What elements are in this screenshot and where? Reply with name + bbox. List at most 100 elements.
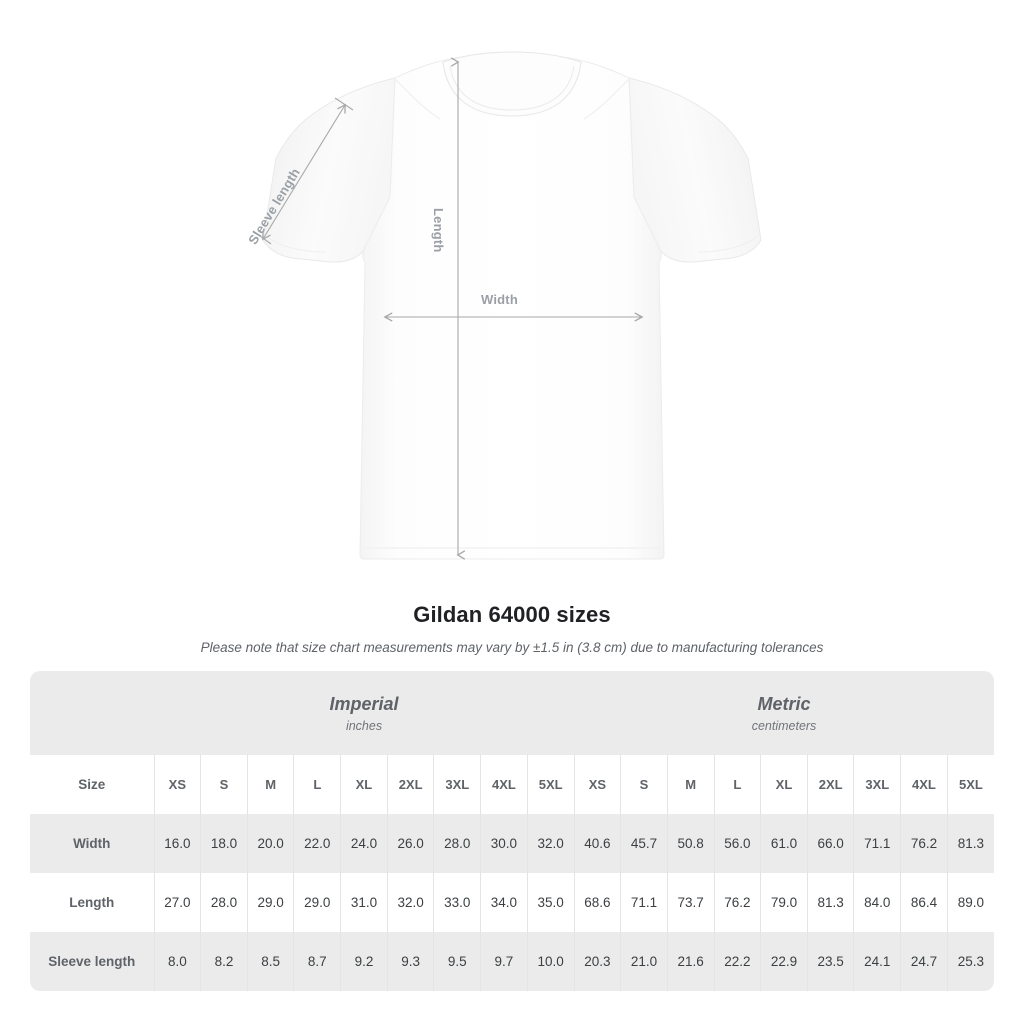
col-header-imperial-3xl: 3XL — [433, 755, 482, 814]
sleeve-metric-4xl: 24.7 — [900, 932, 948, 991]
size-chart-table-wrapper: Imperial inches Metric centimeters Size … — [30, 671, 994, 991]
sleeve-metric-l: 22.2 — [713, 932, 762, 991]
row-label-width: Width — [30, 814, 154, 873]
length-imperial-4xl: 34.0 — [480, 873, 528, 932]
width-imperial-3xl: 28.0 — [433, 814, 482, 873]
unit-group-row: Imperial inches Metric centimeters — [30, 671, 994, 755]
right-sleeve — [628, 77, 762, 263]
width-imperial-xs: 16.0 — [153, 814, 202, 873]
col-header-metric-l: L — [713, 755, 762, 814]
sleeve-metric-xl: 22.9 — [760, 932, 808, 991]
width-metric-2xl: 66.0 — [806, 814, 855, 873]
col-header-imperial-4xl: 4XL — [480, 755, 528, 814]
sleeve-metric-m: 21.6 — [666, 932, 715, 991]
col-header-imperial-2xl: 2XL — [386, 755, 435, 814]
garment-diagram: Sleeve length Length Width — [245, 51, 762, 560]
sleeve-imperial-3xl: 9.5 — [433, 932, 482, 991]
col-header-metric-xl: XL — [760, 755, 808, 814]
sleeve-imperial-2xl: 9.3 — [386, 932, 435, 991]
width-metric-xs: 40.6 — [573, 814, 622, 873]
length-metric-5xl: 89.0 — [946, 873, 994, 932]
table-row-length: Length 27.0 28.0 29.0 29.0 31.0 32.0 33.… — [30, 873, 994, 932]
sleeve-imperial-5xl: 10.0 — [526, 932, 575, 991]
tolerance-note: Please note that size chart measurements… — [200, 640, 824, 655]
width-metric-l: 56.0 — [713, 814, 762, 873]
sleeve-metric-xs: 20.3 — [573, 932, 622, 991]
width-imperial-m: 20.0 — [246, 814, 295, 873]
length-metric-4xl: 86.4 — [900, 873, 948, 932]
right-sleeve-hem — [697, 235, 759, 253]
width-metric-m: 50.8 — [666, 814, 715, 873]
width-imperial-4xl: 30.0 — [480, 814, 528, 873]
metric-title: Metric — [757, 694, 811, 715]
col-header-imperial-s: S — [200, 755, 248, 814]
sleeve-imperial-l: 8.7 — [293, 932, 342, 991]
size-chart-table: Imperial inches Metric centimeters Size … — [30, 671, 994, 991]
sleeve-imperial-xs: 8.0 — [153, 932, 202, 991]
length-imperial-m: 29.0 — [246, 873, 295, 932]
width-label: Width — [481, 292, 518, 307]
width-imperial-l: 22.0 — [293, 814, 342, 873]
width-imperial-2xl: 26.0 — [386, 814, 435, 873]
size-row-label: Size — [30, 755, 154, 814]
length-metric-xs: 68.6 — [573, 873, 622, 932]
length-imperial-3xl: 33.0 — [433, 873, 482, 932]
imperial-unit: inches — [345, 718, 383, 733]
imperial-title: Imperial — [329, 694, 399, 715]
metric-unit: centimeters — [751, 718, 817, 733]
sleeve-imperial-4xl: 9.7 — [480, 932, 528, 991]
length-metric-xl: 79.0 — [760, 873, 808, 932]
chart-caption: Gildan 64000 sizes Please note that size… — [0, 580, 1024, 655]
left-shoulder-seam — [394, 78, 441, 120]
tshirt-illustration — [252, 51, 762, 560]
col-header-imperial-5xl: 5XL — [526, 755, 575, 814]
width-imperial-s: 18.0 — [200, 814, 248, 873]
width-metric-5xl: 81.3 — [946, 814, 994, 873]
imperial-group-header: Imperial inches — [154, 671, 575, 755]
col-header-imperial-m: M — [246, 755, 295, 814]
row-label-length: Length — [30, 873, 154, 932]
sleeve-dimension-line — [262, 103, 346, 241]
col-header-metric-4xl: 4XL — [900, 755, 948, 814]
col-header-metric-xs: XS — [573, 755, 622, 814]
length-imperial-5xl: 35.0 — [526, 873, 575, 932]
table-row-width: Width 16.0 18.0 20.0 22.0 24.0 26.0 28.0… — [30, 814, 994, 873]
length-imperial-xl: 31.0 — [340, 873, 388, 932]
width-metric-s: 45.7 — [620, 814, 668, 873]
col-header-imperial-xl: XL — [340, 755, 388, 814]
sleeve-metric-2xl: 23.5 — [806, 932, 855, 991]
collar-band — [442, 51, 582, 117]
col-header-metric-s: S — [620, 755, 668, 814]
length-metric-2xl: 81.3 — [806, 873, 855, 932]
sleeve-tick-bottom — [252, 230, 272, 245]
col-header-imperial-xs: XS — [153, 755, 202, 814]
page-title: Gildan 64000 sizes — [413, 602, 611, 627]
width-imperial-xl: 24.0 — [340, 814, 388, 873]
metric-group-header: Metric centimeters — [574, 671, 994, 755]
width-metric-4xl: 76.2 — [900, 814, 948, 873]
length-label: Length — [431, 208, 446, 253]
length-imperial-l: 29.0 — [293, 873, 342, 932]
sleeve-tick-top — [334, 97, 354, 111]
table-corner-cell — [30, 671, 154, 755]
width-imperial-5xl: 32.0 — [526, 814, 575, 873]
length-imperial-s: 28.0 — [200, 873, 248, 932]
sleeve-metric-5xl: 25.3 — [946, 932, 994, 991]
col-header-metric-5xl: 5XL — [946, 755, 994, 814]
sleeve-metric-s: 21.0 — [620, 932, 668, 991]
length-imperial-xs: 27.0 — [153, 873, 202, 932]
length-imperial-2xl: 32.0 — [386, 873, 435, 932]
table-row-sleeve-length: Sleeve length 8.0 8.2 8.5 8.7 9.2 9.3 9.… — [30, 932, 994, 991]
col-header-metric-2xl: 2XL — [806, 755, 855, 814]
length-metric-3xl: 84.0 — [853, 873, 902, 932]
length-metric-m: 73.7 — [666, 873, 715, 932]
right-shoulder-seam — [583, 78, 630, 120]
sleeve-imperial-xl: 9.2 — [340, 932, 388, 991]
row-label-sleeve-length: Sleeve length — [30, 932, 154, 991]
sleeve-imperial-m: 8.5 — [246, 932, 295, 991]
sleeve-imperial-s: 8.2 — [200, 932, 248, 991]
width-metric-3xl: 71.1 — [853, 814, 902, 873]
sleeve-metric-3xl: 24.1 — [853, 932, 902, 991]
col-header-metric-m: M — [666, 755, 715, 814]
width-metric-xl: 61.0 — [760, 814, 808, 873]
